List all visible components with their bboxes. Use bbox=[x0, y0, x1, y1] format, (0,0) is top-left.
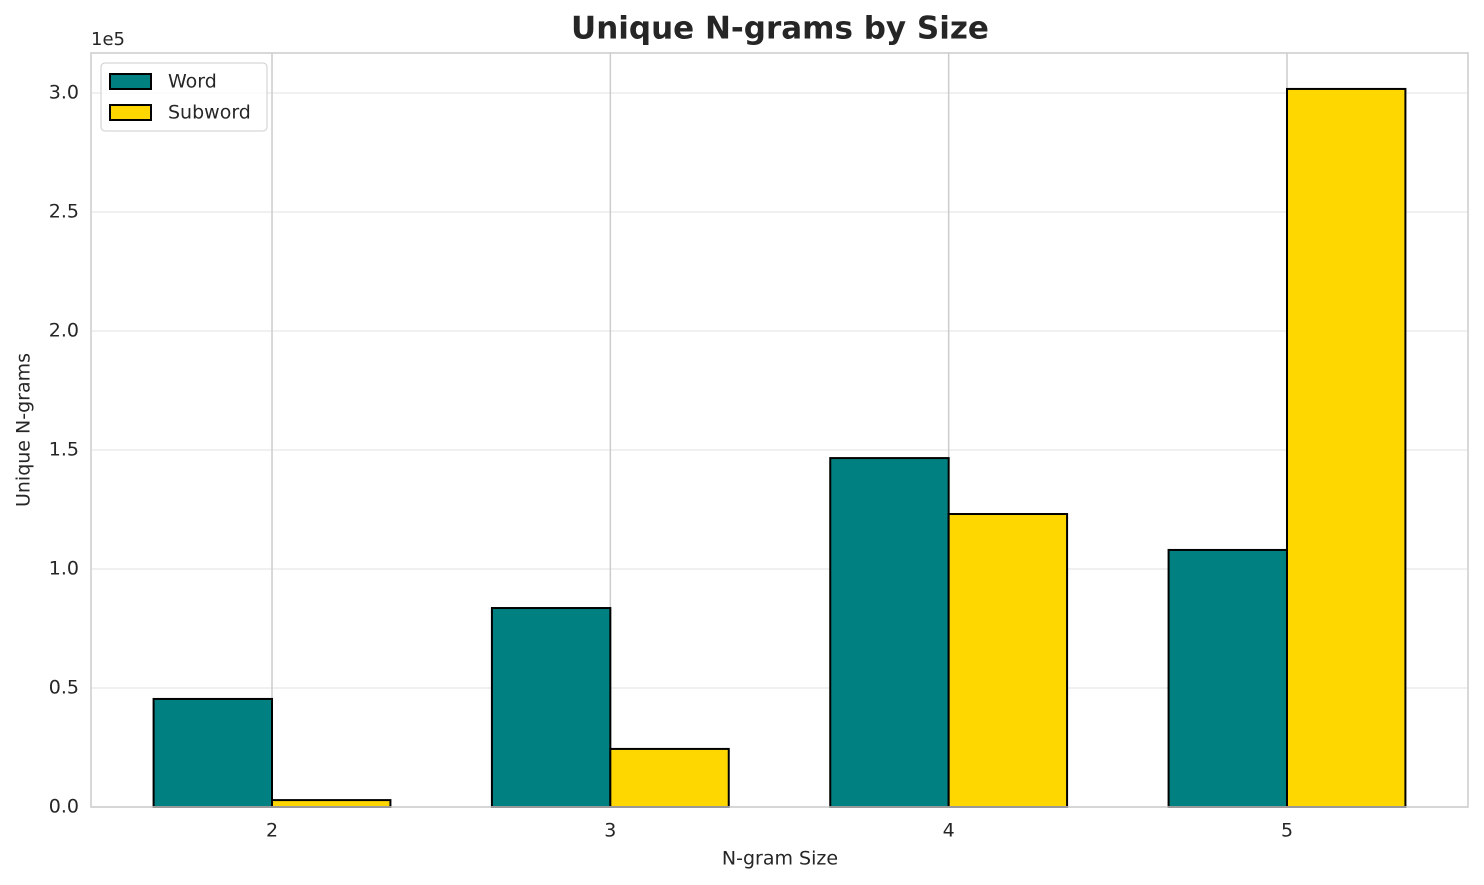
chart-title: Unique N-grams by Size bbox=[571, 11, 989, 47]
bar bbox=[271, 799, 392, 808]
legend-swatch bbox=[109, 73, 152, 90]
y-tick-label: 2.5 bbox=[49, 200, 79, 222]
bar bbox=[490, 607, 612, 808]
legend-label: Subword bbox=[168, 102, 251, 124]
x-tick-label: 3 bbox=[604, 820, 616, 842]
bar bbox=[1285, 87, 1407, 808]
y-tick-label: 1.5 bbox=[49, 438, 79, 460]
bar bbox=[609, 747, 730, 808]
legend-swatch bbox=[109, 104, 152, 121]
bar bbox=[1167, 548, 1288, 808]
x-tick-label: 2 bbox=[266, 820, 278, 842]
plot-frame bbox=[90, 52, 1469, 808]
x-axis-label: N-gram Size bbox=[722, 848, 838, 870]
y-axis-label: Unique N-grams bbox=[13, 353, 35, 507]
legend-label: Word bbox=[168, 71, 217, 93]
bar bbox=[829, 457, 950, 808]
x-tick-label: 5 bbox=[1281, 820, 1293, 842]
x-tick-label: 4 bbox=[943, 820, 955, 842]
bar bbox=[947, 513, 1069, 809]
y-tick-label: 2.0 bbox=[49, 319, 79, 341]
y-tick-label: 0.0 bbox=[49, 796, 79, 818]
bar bbox=[152, 697, 274, 808]
y-tick-label: 3.0 bbox=[49, 81, 79, 103]
y-tick-label: 0.5 bbox=[49, 676, 79, 698]
y-offset-label: 1e5 bbox=[91, 29, 125, 50]
y-tick-label: 1.0 bbox=[49, 557, 79, 579]
